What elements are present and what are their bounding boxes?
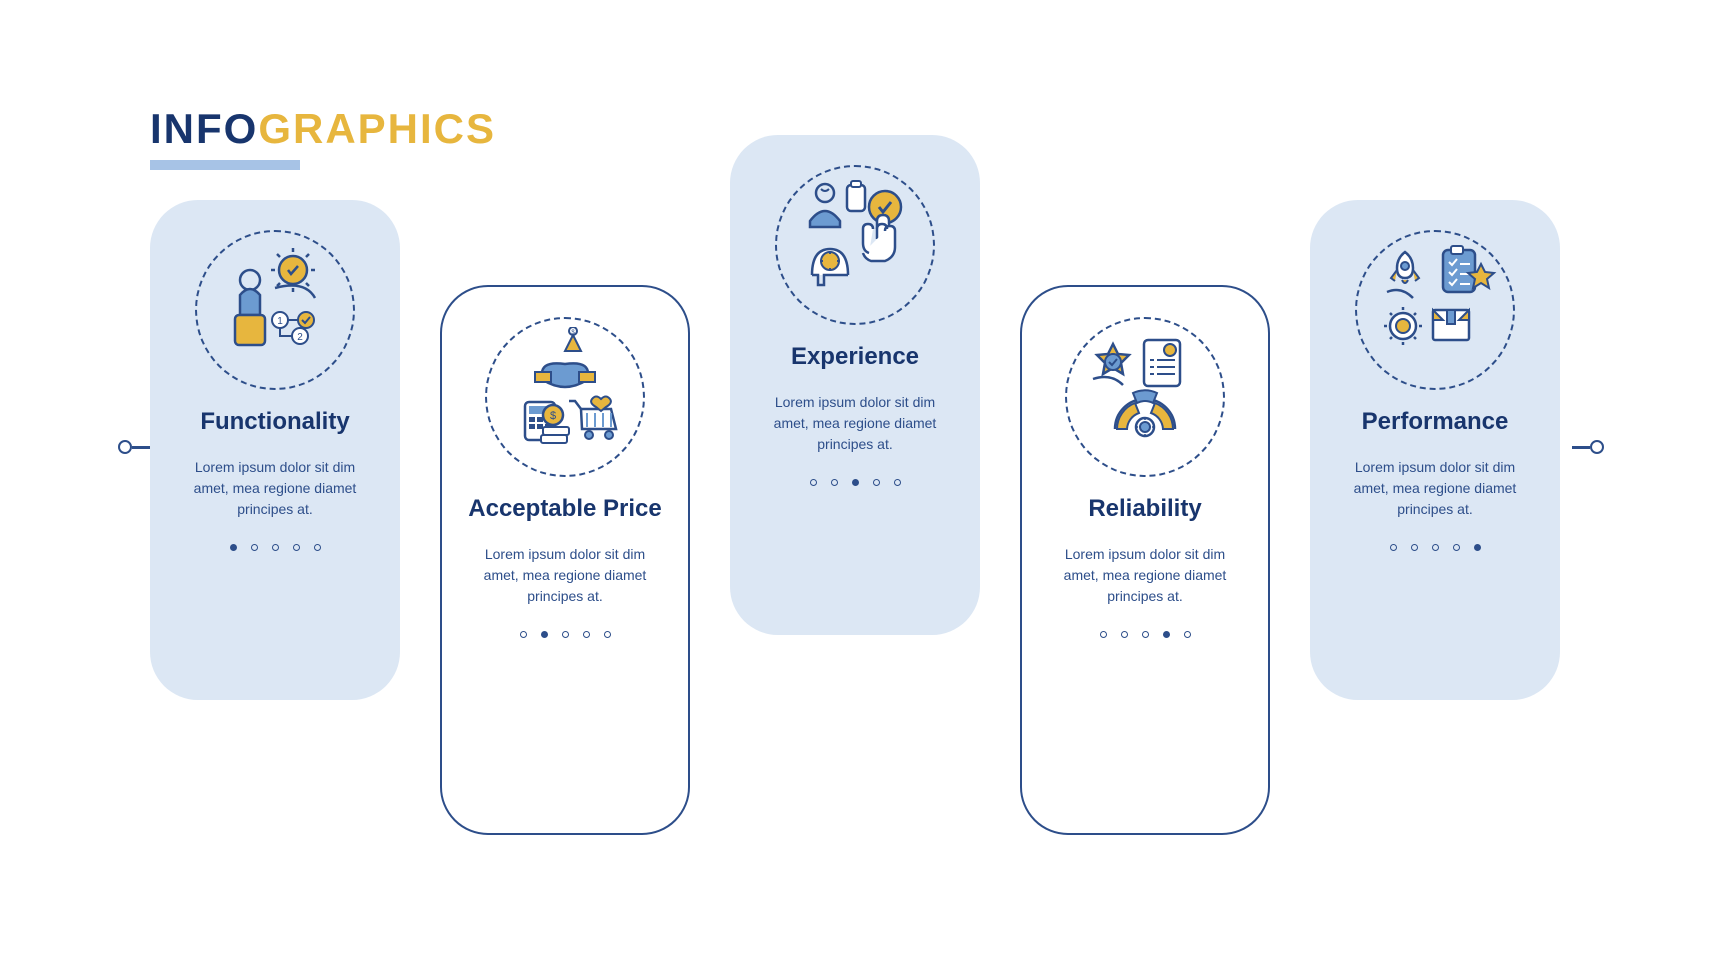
card-body: Lorem ipsum dolor sit dim amet, mea regi…	[1332, 457, 1538, 520]
dot	[1142, 631, 1149, 638]
functionality-icon	[195, 230, 355, 390]
dot	[1432, 544, 1439, 551]
card-functionality: Functionality Lorem ipsum dolor sit dim a…	[150, 200, 400, 700]
card-body: Lorem ipsum dolor sit dim amet, mea regi…	[172, 457, 378, 520]
dot	[1390, 544, 1397, 551]
dot	[1163, 631, 1170, 638]
dot	[852, 479, 859, 486]
card-title: Reliability	[1044, 495, 1246, 524]
card-body: Lorem ipsum dolor sit dim amet, mea regi…	[1044, 544, 1246, 607]
dot	[520, 631, 527, 638]
dot	[1184, 631, 1191, 638]
right-endpoint	[1590, 440, 1604, 454]
card-performance: Performance Lorem ipsum dolor sit dim ame…	[1310, 200, 1560, 700]
dot	[251, 544, 258, 551]
pagination-dots	[1332, 544, 1538, 551]
cards-row: Functionality Lorem ipsum dolor sit dim a…	[130, 135, 1590, 835]
reliability-icon	[1065, 317, 1225, 477]
dot	[873, 479, 880, 486]
card-title: Experience	[752, 343, 958, 372]
dot	[314, 544, 321, 551]
card-price: Acceptable Price Lorem ipsum dolor sit di…	[440, 285, 690, 835]
dot	[293, 544, 300, 551]
card-body: Lorem ipsum dolor sit dim amet, mea regi…	[752, 392, 958, 455]
experience-icon	[775, 165, 935, 325]
performance-icon	[1355, 230, 1515, 390]
card-title: Functionality	[172, 408, 378, 437]
dot	[541, 631, 548, 638]
dot	[1121, 631, 1128, 638]
dot	[1474, 544, 1481, 551]
card-reliability: Reliability Lorem ipsum dolor sit dim ame…	[1020, 285, 1270, 835]
pagination-dots	[172, 544, 378, 551]
dot	[810, 479, 817, 486]
dot	[831, 479, 838, 486]
dot	[562, 631, 569, 638]
dot	[272, 544, 279, 551]
dot	[1100, 631, 1107, 638]
dot	[604, 631, 611, 638]
pagination-dots	[464, 631, 666, 638]
pagination-dots	[1044, 631, 1246, 638]
dot	[230, 544, 237, 551]
card-body: Lorem ipsum dolor sit dim amet, mea regi…	[464, 544, 666, 607]
card-title: Acceptable Price	[464, 495, 666, 524]
dot	[583, 631, 590, 638]
card-title: Performance	[1332, 408, 1538, 437]
price-icon	[485, 317, 645, 477]
dot	[1453, 544, 1460, 551]
card-experience: Experience Lorem ipsum dolor sit dim amet…	[730, 135, 980, 635]
dot	[1411, 544, 1418, 551]
pagination-dots	[752, 479, 958, 486]
dot	[894, 479, 901, 486]
